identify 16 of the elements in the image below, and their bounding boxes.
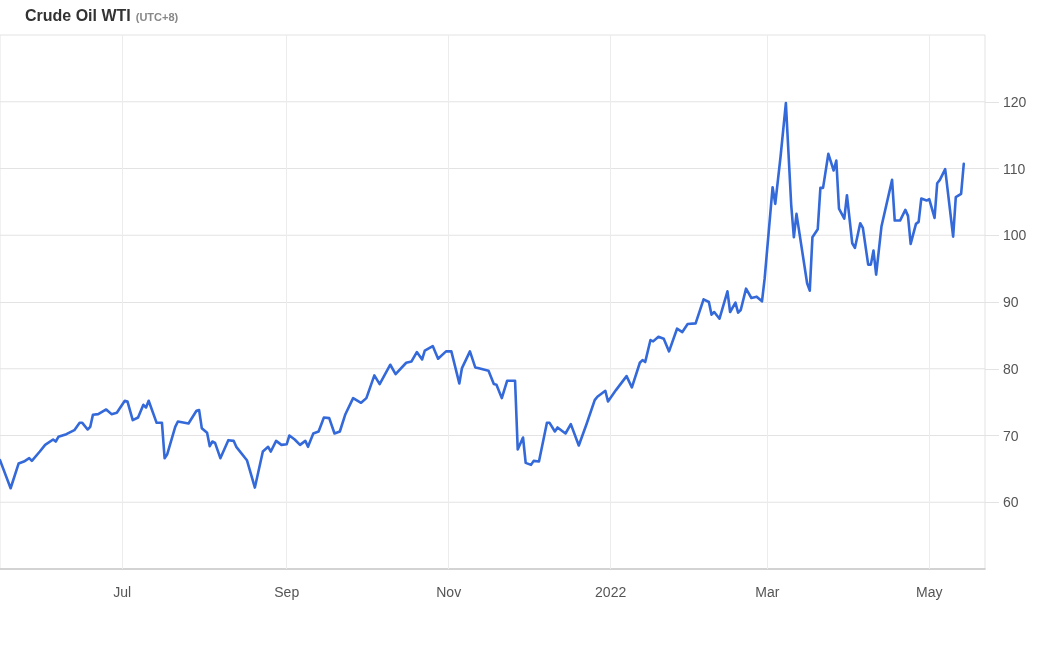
x-tick-label: 2022 (595, 584, 627, 600)
line-series (0, 101, 966, 490)
chart-title: Crude Oil WTI (25, 6, 131, 24)
y-tick-label: 100 (1003, 227, 1027, 244)
y-tick-label: 70 (1003, 427, 1019, 444)
y-tick-label: 110 (1003, 160, 1026, 177)
y-tick-label: 90 (1003, 294, 1019, 310)
x-tick-label: Mar (755, 584, 780, 600)
x-tick-label: Nov (436, 584, 462, 600)
x-tick-label: May (916, 584, 943, 600)
x-tick-label: Sep (274, 584, 300, 600)
y-tick-label: 60 (1003, 494, 1019, 511)
x-tick-label: Jul (113, 584, 132, 600)
y-tick-label: 80 (1003, 360, 1019, 377)
chart-subtitle: (UTC+8) (135, 10, 179, 23)
y-tick-label: 120 (1003, 93, 1027, 110)
